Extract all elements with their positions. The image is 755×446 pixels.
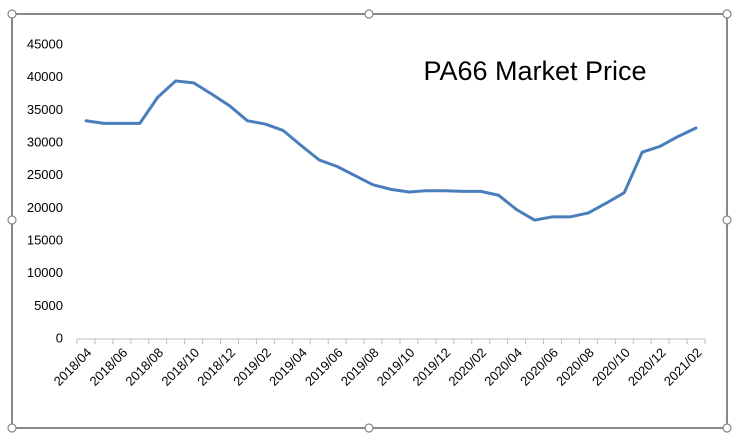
handle[interactable]	[7, 423, 17, 433]
y-tick-label: 30000	[27, 134, 63, 149]
selection-handles[interactable]	[7, 9, 732, 433]
handle[interactable]	[7, 215, 17, 225]
y-tick-label: 40000	[27, 69, 63, 84]
handle[interactable]	[722, 423, 732, 433]
chart-title: PA66 Market Price	[423, 56, 646, 86]
handle[interactable]	[7, 9, 17, 19]
y-tick-label: 35000	[27, 102, 63, 117]
chart-frame	[11, 13, 728, 429]
handle[interactable]	[364, 423, 374, 433]
handle[interactable]	[722, 9, 732, 19]
y-tick-label: 10000	[27, 265, 63, 280]
y-tick-label: 0	[56, 330, 63, 345]
y-tick-label: 15000	[27, 232, 63, 247]
y-tick-label: 45000	[27, 36, 63, 51]
y-tick-label: 5000	[34, 298, 63, 313]
price-line	[84, 79, 698, 222]
handle[interactable]	[364, 9, 374, 19]
y-tick-label: 20000	[27, 200, 63, 215]
y-tick-label: 25000	[27, 167, 63, 182]
handle[interactable]	[722, 215, 732, 225]
